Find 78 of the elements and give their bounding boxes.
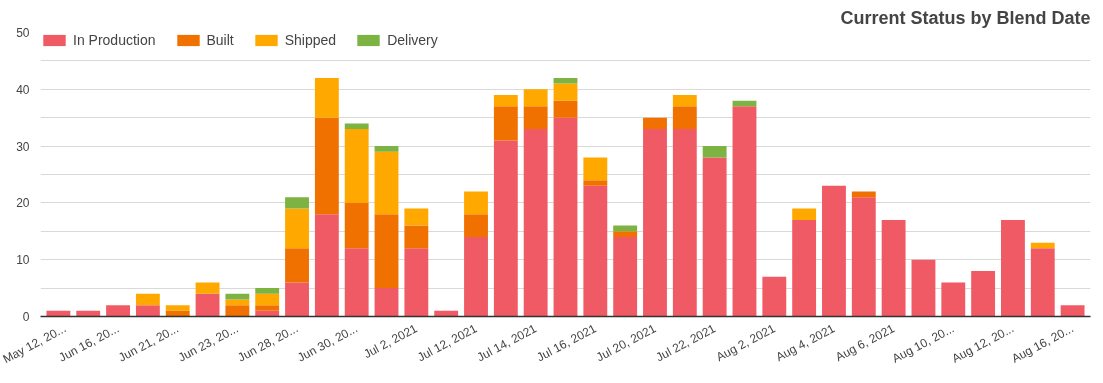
bar <box>1060 305 1085 317</box>
bar <box>553 117 578 317</box>
bar <box>225 305 250 317</box>
y-tick-label: 0 <box>22 310 30 324</box>
bar <box>583 185 608 317</box>
bar <box>135 305 160 317</box>
bar <box>225 299 250 306</box>
bar <box>523 129 548 317</box>
bar <box>285 282 309 317</box>
legend-label: Shipped <box>284 32 337 48</box>
bar <box>971 271 996 317</box>
bar <box>613 236 638 317</box>
bar <box>404 225 429 249</box>
bar <box>881 219 906 317</box>
bar <box>464 191 488 215</box>
legend-label: Built <box>206 32 234 48</box>
bar <box>851 197 876 317</box>
bar <box>822 185 846 317</box>
bar <box>285 208 309 249</box>
bar <box>762 276 787 317</box>
bar <box>792 219 817 317</box>
bar <box>344 129 369 203</box>
y-tick-label: 20 <box>16 196 30 211</box>
bar <box>702 157 727 317</box>
bar <box>464 214 488 237</box>
bar <box>941 282 966 317</box>
bar <box>195 282 220 294</box>
bar <box>195 293 220 317</box>
bar <box>493 94 518 107</box>
y-tick-label: 50 <box>16 26 30 40</box>
bar <box>374 146 399 152</box>
bar <box>643 129 667 317</box>
bar <box>493 106 518 141</box>
bar <box>1030 248 1055 317</box>
bar <box>464 236 488 317</box>
bar <box>493 140 518 317</box>
bar <box>106 305 130 317</box>
bar <box>135 293 160 306</box>
legend-label: Delivery <box>387 32 438 48</box>
bar <box>285 197 309 209</box>
bar <box>553 77 578 84</box>
bar <box>374 288 399 317</box>
bar <box>255 293 280 306</box>
bar <box>553 100 578 118</box>
bar <box>583 157 608 181</box>
bar <box>1001 219 1025 317</box>
bar <box>404 248 429 317</box>
bar <box>553 83 578 101</box>
bar <box>643 117 667 130</box>
bar <box>911 259 936 317</box>
bar <box>374 151 399 215</box>
bar <box>255 305 280 311</box>
bar <box>672 129 697 317</box>
bar <box>672 94 697 107</box>
bar <box>285 248 309 283</box>
bar <box>314 117 339 215</box>
bar <box>404 208 429 226</box>
bar <box>344 248 369 317</box>
bar <box>583 180 608 186</box>
chart-title: Current Status by Blend Date <box>840 7 1091 28</box>
y-tick-label: 40 <box>16 82 30 97</box>
bar <box>314 77 339 118</box>
bar <box>672 106 697 130</box>
bar <box>165 305 190 311</box>
bar <box>255 288 280 294</box>
bar <box>523 89 548 107</box>
legend-label: In Production <box>73 32 156 48</box>
bar <box>523 106 548 130</box>
bar <box>702 146 727 158</box>
y-tick-label: 30 <box>16 139 30 154</box>
bar <box>344 123 369 130</box>
bar <box>613 231 638 237</box>
bar <box>314 214 339 317</box>
y-tick-label: 10 <box>16 253 30 268</box>
bar <box>732 106 757 317</box>
bar <box>344 202 369 249</box>
bar <box>792 208 817 220</box>
bar <box>374 214 399 289</box>
